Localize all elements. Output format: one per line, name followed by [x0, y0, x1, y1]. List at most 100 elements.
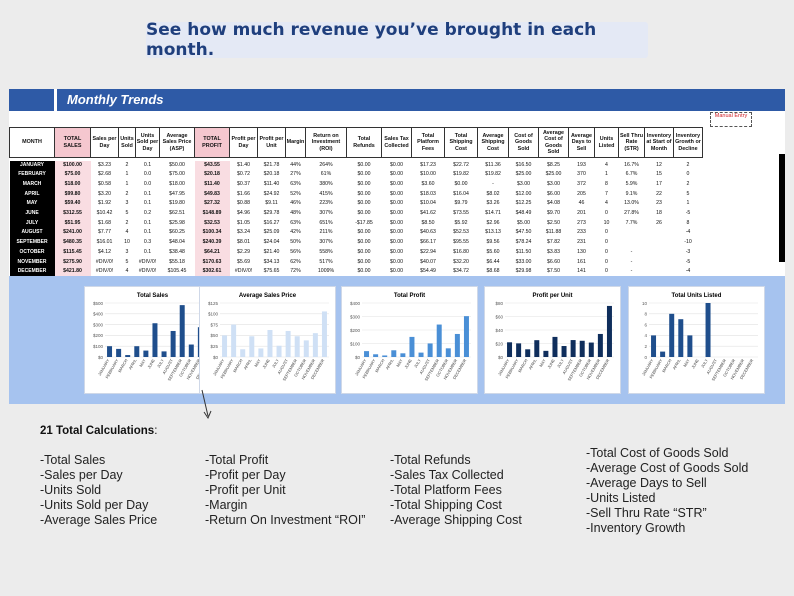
bar[interactable]: [382, 355, 388, 357]
table-cell[interactable]: $3.00: [547, 180, 560, 187]
table-cell[interactable]: 0: [605, 268, 608, 275]
table-cell[interactable]: 1: [605, 171, 608, 178]
bar[interactable]: [294, 336, 300, 357]
table-cell[interactable]: $73.55: [453, 210, 469, 217]
table-cell[interactable]: 0.1: [143, 229, 152, 236]
table-cell[interactable]: -5: [685, 210, 691, 217]
bar[interactable]: [222, 335, 228, 357]
bar[interactable]: [258, 348, 264, 357]
table-cell[interactable]: $40.63: [420, 229, 436, 236]
table-cell[interactable]: 0: [605, 258, 608, 265]
row-label[interactable]: SEPTEMBER: [9, 238, 55, 248]
table-cell[interactable]: $19.82: [485, 171, 501, 178]
table-cell[interactable]: 9.1%: [625, 190, 638, 197]
table-cell[interactable]: $302.61: [194, 267, 230, 278]
table-cell[interactable]: 61%: [320, 171, 332, 178]
table-cell[interactable]: $59.40: [54, 199, 91, 210]
row-label[interactable]: JULY: [9, 218, 55, 229]
table-cell[interactable]: $9.11: [265, 200, 278, 207]
bar[interactable]: [125, 355, 131, 357]
bar[interactable]: [579, 340, 585, 357]
table-cell[interactable]: 2: [125, 219, 129, 226]
bar[interactable]: [303, 340, 309, 357]
table-cell[interactable]: -4: [685, 268, 691, 275]
table-cell[interactable]: 0: [605, 248, 608, 255]
chart-profit-per-unit[interactable]: Profit per Unit $80 $60 $40 $20 $0 JANUARY FEBR…: [484, 286, 621, 394]
table-cell[interactable]: $7.77: [98, 229, 111, 236]
table-cell[interactable]: $41.62: [420, 210, 436, 217]
table-cell[interactable]: 0: [686, 171, 690, 178]
bar[interactable]: [436, 324, 442, 357]
table-cell[interactable]: 8: [605, 180, 608, 187]
table-cell[interactable]: $240.39: [194, 238, 230, 248]
table-cell[interactable]: $7.50: [547, 268, 560, 275]
bar[interactable]: [418, 352, 424, 357]
table-cell[interactable]: $1.66: [237, 190, 250, 197]
bar[interactable]: [364, 351, 370, 357]
table-cell[interactable]: $62.51: [169, 210, 185, 217]
table-cell[interactable]: $9.70: [547, 210, 560, 217]
table-cell[interactable]: $0.00: [390, 229, 403, 236]
bar[interactable]: [276, 345, 282, 357]
table-cell[interactable]: $12.25: [515, 200, 532, 207]
bar[interactable]: [134, 346, 140, 357]
bar[interactable]: [240, 349, 246, 357]
bar[interactable]: [373, 354, 379, 357]
table-cell[interactable]: $0.72: [237, 171, 250, 178]
table-cell[interactable]: $0.00: [357, 180, 371, 187]
table-cell[interactable]: -3: [685, 248, 691, 255]
table-cell[interactable]: 15: [656, 171, 662, 178]
table-cell[interactable]: 2: [686, 180, 690, 187]
table-cell[interactable]: 0.1: [143, 219, 152, 226]
table-cell[interactable]: $16.04: [453, 190, 469, 197]
table-cell[interactable]: $3.26: [486, 200, 500, 207]
table-cell[interactable]: $34.13: [263, 258, 280, 265]
table-cell[interactable]: 63%: [290, 219, 301, 226]
table-cell[interactable]: $49.83: [194, 189, 230, 200]
table-cell[interactable]: $64.21: [194, 247, 230, 258]
table-cell[interactable]: $0.00: [357, 171, 371, 178]
bar[interactable]: [543, 350, 549, 357]
row-label[interactable]: MAY: [9, 199, 55, 210]
table-cell[interactable]: $52.53: [453, 229, 469, 236]
table-cell[interactable]: 7.7%: [625, 219, 638, 226]
table-cell[interactable]: $100.34: [194, 228, 230, 239]
table-cell[interactable]: $312.55: [54, 209, 91, 219]
row-label[interactable]: AUGUST: [9, 228, 55, 239]
bar[interactable]: [249, 336, 255, 357]
table-cell[interactable]: $75.00: [54, 170, 91, 180]
table-cell[interactable]: $0.00: [357, 161, 371, 168]
table-cell[interactable]: 4: [605, 200, 608, 207]
table-cell[interactable]: $27.32: [194, 199, 230, 210]
bar[interactable]: [669, 313, 675, 357]
table-cell[interactable]: $0.00: [390, 180, 403, 187]
chart-total-units-listed[interactable]: Total Units Listed 10 8 6 4 2 0 JANUARY FEBRUARY…: [628, 286, 765, 394]
table-cell[interactable]: -10: [684, 239, 692, 246]
bar[interactable]: [561, 346, 567, 357]
table-cell[interactable]: -: [492, 180, 494, 187]
table-cell[interactable]: 0.1: [143, 200, 152, 207]
table-cell[interactable]: 5.9%: [625, 180, 638, 187]
bar[interactable]: [179, 305, 185, 357]
table-cell[interactable]: $100.00: [54, 160, 91, 171]
table-cell[interactable]: 651%: [319, 219, 333, 226]
table-cell[interactable]: $1.68: [98, 219, 111, 226]
table-cell[interactable]: $24.92: [263, 190, 280, 197]
table-cell[interactable]: 16.7%: [624, 161, 639, 168]
table-cell[interactable]: $99.80: [54, 189, 91, 200]
bar[interactable]: [445, 348, 451, 357]
table-cell[interactable]: 517%: [319, 258, 333, 265]
table-cell[interactable]: 193: [577, 161, 586, 168]
table-cell[interactable]: 0.2: [143, 210, 152, 217]
row-label[interactable]: NOVEMBER: [9, 257, 55, 268]
table-cell[interactable]: $55.18: [169, 258, 185, 265]
table-cell[interactable]: [645, 228, 674, 238]
bar[interactable]: [170, 330, 176, 357]
table-cell[interactable]: 7: [605, 190, 608, 197]
bar[interactable]: [409, 336, 415, 357]
table-cell[interactable]: $148.89: [194, 209, 230, 219]
table-cell[interactable]: 6.7%: [625, 171, 638, 178]
table-cell[interactable]: 50%: [290, 239, 301, 246]
table-cell[interactable]: $2.50: [547, 219, 560, 226]
bar[interactable]: [116, 348, 122, 357]
